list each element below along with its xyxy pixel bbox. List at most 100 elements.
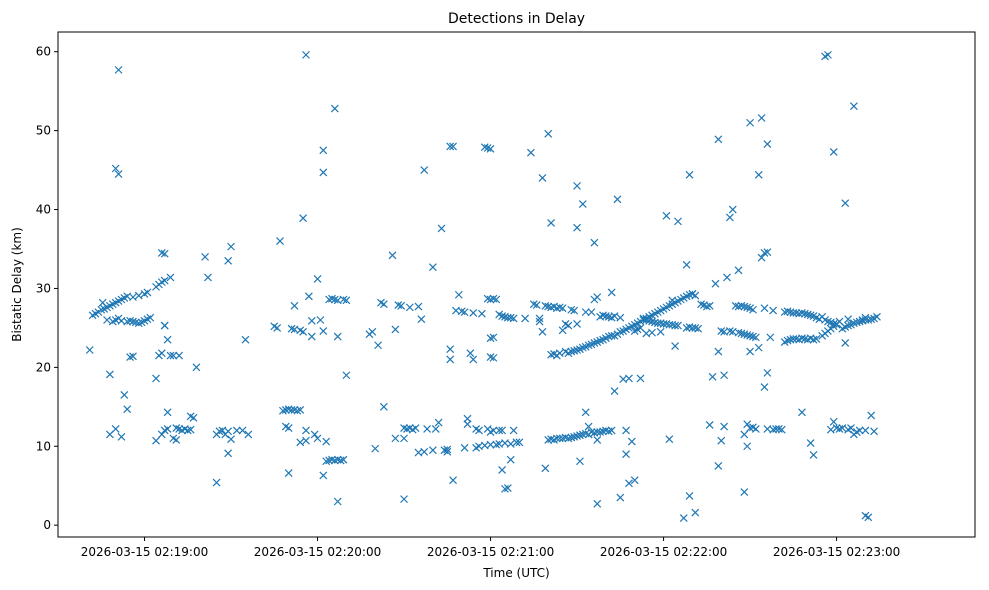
data-point [749, 305, 757, 314]
data-point [596, 336, 605, 345]
data-point [227, 242, 235, 251]
data-point [749, 332, 757, 341]
x-tick-label: 2026-03-15 02:19:00 [81, 545, 208, 559]
data-point [573, 346, 581, 354]
data-point [593, 293, 602, 302]
data-point [296, 438, 305, 447]
data-point [126, 353, 135, 362]
data-point [204, 273, 212, 282]
data-point [428, 446, 437, 455]
data-point [573, 223, 581, 232]
data-point [702, 302, 711, 311]
data-point [129, 293, 137, 302]
data-point [486, 334, 495, 343]
data-point [446, 355, 455, 364]
data-point [578, 430, 587, 439]
data-point [685, 492, 694, 500]
data-point [515, 438, 524, 447]
data-point [316, 316, 325, 324]
data-point [737, 301, 746, 310]
data-point [855, 426, 864, 435]
data-point [849, 319, 858, 328]
data-point [166, 351, 175, 360]
data-point [581, 429, 590, 438]
data-point [175, 351, 184, 360]
data-point [457, 307, 466, 316]
data-point [443, 445, 452, 454]
data-point [111, 164, 120, 173]
data-point [224, 449, 233, 458]
data-point [287, 324, 296, 333]
data-point [763, 368, 772, 377]
data-point [201, 252, 209, 261]
data-point [143, 288, 152, 297]
data-point [622, 426, 631, 435]
data-point [743, 420, 752, 429]
data-point [636, 374, 645, 383]
data-point [391, 434, 400, 443]
data-point [117, 432, 126, 441]
data-point [587, 428, 596, 436]
data-point [803, 310, 812, 319]
x-tick-label: 2026-03-15 02:21:00 [427, 545, 554, 559]
y-tick-label: 40 [36, 203, 51, 217]
data-point [671, 342, 680, 350]
data-point [795, 309, 804, 318]
data-point [590, 238, 599, 247]
data-point [417, 315, 426, 324]
data-point [330, 456, 339, 465]
data-point [694, 324, 703, 333]
data-point [662, 211, 671, 220]
data-point [625, 479, 633, 488]
data-point [754, 343, 763, 352]
data-point [754, 170, 763, 179]
data-point [336, 456, 345, 465]
x-axis-label: Time (UTC) [482, 566, 549, 580]
data-point [463, 420, 472, 429]
data-point [593, 499, 602, 508]
data-point [152, 436, 160, 445]
data-point [682, 260, 691, 269]
data-point [492, 440, 501, 449]
data-point [532, 301, 541, 309]
data-point [241, 335, 250, 344]
data-point [475, 426, 483, 435]
data-point [558, 304, 567, 313]
data-point [166, 273, 175, 282]
data-point [812, 335, 821, 343]
data-point [610, 312, 619, 320]
data-point [763, 248, 772, 257]
plot-frame [57, 31, 976, 538]
data-point [192, 363, 201, 372]
data-point [567, 305, 576, 314]
data-point [838, 424, 847, 433]
y-axis-label: Bistatic Delay (km) [10, 227, 24, 342]
data-point [114, 65, 123, 74]
data-point [552, 304, 561, 313]
data-point [734, 328, 743, 337]
data-point [293, 406, 302, 415]
data-point [157, 249, 166, 257]
data-point [674, 217, 682, 226]
data-point [443, 447, 452, 456]
data-point [328, 294, 336, 303]
data-point [751, 424, 760, 433]
data-point [477, 309, 486, 318]
data-point [486, 295, 495, 304]
data-point [469, 355, 478, 364]
data-point [711, 279, 720, 288]
data-point [120, 391, 129, 399]
data-point [616, 313, 625, 322]
data-point [714, 462, 723, 470]
data-point [486, 440, 495, 449]
data-point [114, 170, 123, 178]
data-point [397, 301, 406, 310]
data-point [847, 424, 855, 433]
data-point [290, 301, 299, 310]
y-tick-label: 20 [36, 360, 51, 374]
data-point [760, 304, 769, 313]
data-point [420, 447, 429, 456]
data-point [405, 303, 414, 312]
data-point [371, 444, 380, 453]
data-point [163, 408, 172, 417]
